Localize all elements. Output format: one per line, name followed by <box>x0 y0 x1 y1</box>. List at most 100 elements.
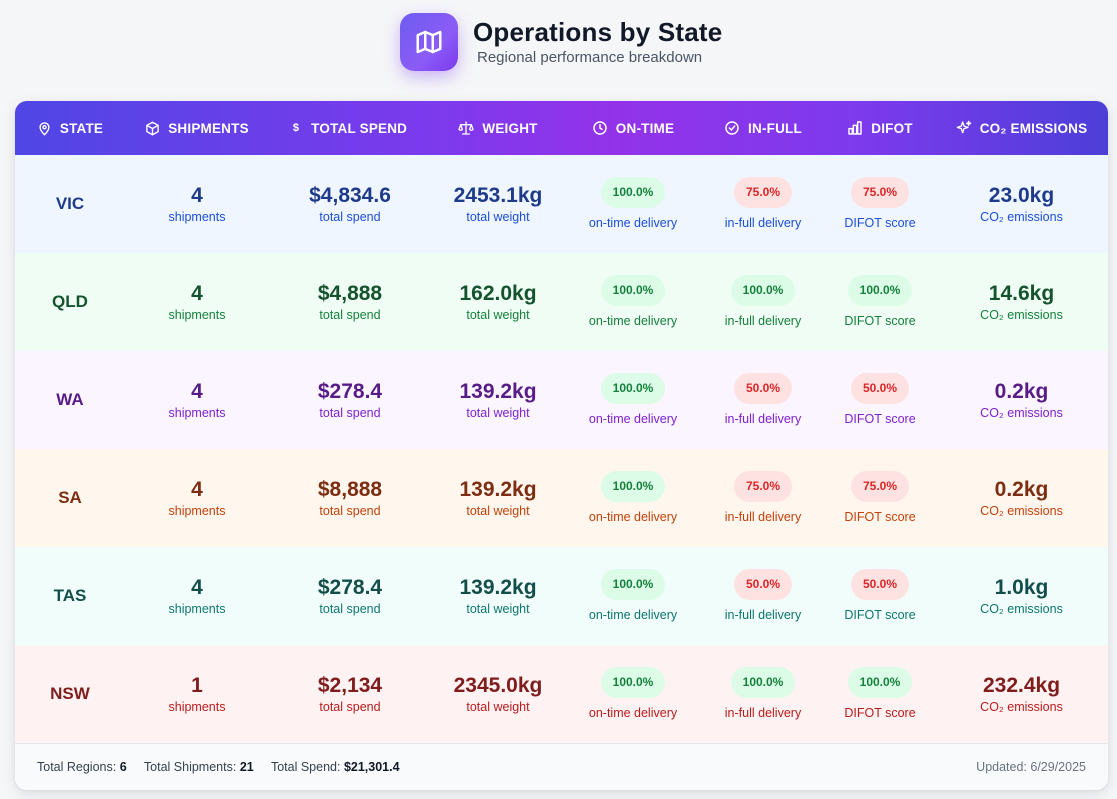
co2-label: CO₂ emissions <box>980 699 1063 714</box>
spend-label: total spend <box>319 307 381 322</box>
map-icon <box>400 13 458 71</box>
table-row[interactable]: NSW 1 shipments $2,134 total spend 2345.… <box>15 645 1108 743</box>
table-row[interactable]: SA 4 shipments $8,888 total spend 139.2k… <box>15 449 1108 547</box>
infull-badge: 75.0% <box>733 177 793 208</box>
state-cell: TAS <box>15 547 125 645</box>
difot-badge: 100.0% <box>847 667 913 698</box>
column-header-on-time[interactable]: ON-TIME <box>565 101 701 155</box>
weight-value: 139.2kg <box>459 477 537 501</box>
co2-cell: 0.2kg CO₂ emissions <box>935 449 1108 547</box>
table-row[interactable]: QLD 4 shipments $4,888 total spend 162.0… <box>15 253 1108 351</box>
total-regions: Total Regions: 6 <box>37 760 127 774</box>
infull-label: in-full delivery <box>724 216 802 230</box>
weight-value: 139.2kg <box>459 379 537 403</box>
shipments-value: 4 <box>191 477 203 501</box>
difot-label: DIFOT score <box>844 216 916 230</box>
spend-cell: $2,134 total spend <box>269 645 431 743</box>
shipments-label: shipments <box>168 307 226 322</box>
column-header-shipments[interactable]: SHIPMENTS <box>125 101 269 155</box>
weight-cell: 2453.1kg total weight <box>431 155 565 253</box>
infull-label: in-full delivery <box>724 314 802 328</box>
sparkles-icon <box>956 120 972 134</box>
spend-value: $2,134 <box>317 673 383 697</box>
spend-value: $4,834.6 <box>309 183 391 207</box>
difot-label: DIFOT score <box>844 608 916 622</box>
table-row[interactable]: TAS 4 shipments $278.4 total spend 139.2… <box>15 547 1108 645</box>
column-header-total-spend[interactable]: $ TOTAL SPEND <box>292 120 408 136</box>
ontime-badge: 100.0% <box>600 569 666 600</box>
ontime-badge: 100.0% <box>600 471 666 502</box>
column-header-in-full[interactable]: IN-FULL <box>701 101 825 155</box>
difot-cell: 75.0% DIFOT score <box>825 155 935 253</box>
scale-icon <box>458 121 475 135</box>
infull-badge: 50.0% <box>733 569 793 600</box>
shipments-value: 4 <box>191 379 203 403</box>
difot-cell: 100.0% DIFOT score <box>825 645 935 743</box>
co2-cell: 14.6kg CO₂ emissions <box>935 253 1108 351</box>
page-header: Operations by State Regional performance… <box>400 13 722 71</box>
shipments-label: shipments <box>168 503 226 518</box>
shipments-label: shipments <box>168 209 226 224</box>
spend-cell: $8,888 total spend <box>269 449 431 547</box>
state-name: SA <box>58 488 82 507</box>
shipments-cell: 1 shipments <box>125 645 269 743</box>
spend-label: total spend <box>319 209 381 224</box>
ontime-label: on-time delivery <box>588 510 678 524</box>
total-shipments: Total Shipments: 21 <box>143 760 254 774</box>
bar-chart-icon <box>848 121 862 135</box>
weight-label: total weight <box>466 699 530 714</box>
spend-cell: $4,834.6 total spend <box>269 155 431 253</box>
column-header-weight[interactable]: WEIGHT <box>431 101 565 155</box>
table-row[interactable]: WA 4 shipments $278.4 total spend 139.2k… <box>15 351 1108 449</box>
state-name: TAS <box>53 586 87 605</box>
co2-cell: 23.0kg CO₂ emissions <box>935 155 1108 253</box>
weight-value: 2453.1kg <box>453 183 543 207</box>
weight-label: total weight <box>466 601 530 616</box>
state-cell: WA <box>15 351 125 449</box>
column-header-difot[interactable]: DIFOT <box>825 101 935 155</box>
weight-label: total weight <box>466 405 530 420</box>
spend-value: $278.4 <box>317 379 383 403</box>
infull-cell: 50.0% in-full delivery <box>701 351 825 449</box>
co2-label: CO₂ emissions <box>980 503 1063 518</box>
state-cell: SA <box>15 449 125 547</box>
infull-label: in-full delivery <box>724 608 802 622</box>
weight-label: total weight <box>466 307 530 322</box>
infull-label: in-full delivery <box>724 510 802 524</box>
ontime-label: on-time delivery <box>588 216 678 230</box>
weight-label: total weight <box>466 503 530 518</box>
infull-badge: 50.0% <box>733 373 793 404</box>
weight-label: total weight <box>466 209 530 224</box>
spend-value: $278.4 <box>317 575 383 599</box>
spend-cell: $278.4 total spend <box>269 547 431 645</box>
infull-label: in-full delivery <box>724 706 802 720</box>
spend-cell: $278.4 total spend <box>269 351 431 449</box>
infull-cell: 50.0% in-full delivery <box>701 547 825 645</box>
difot-badge: 100.0% <box>847 275 913 306</box>
weight-value: 2345.0kg <box>453 673 543 697</box>
table-header: STATE SHIPMENTS $ TOTAL SPEND WEIGHT ON-… <box>15 101 1108 155</box>
ontime-cell: 100.0% on-time delivery <box>565 253 701 351</box>
state-name: NSW <box>50 684 90 703</box>
difot-badge: 75.0% <box>850 471 910 502</box>
state-table-card: STATE SHIPMENTS $ TOTAL SPEND WEIGHT ON-… <box>15 101 1108 790</box>
state-cell: NSW <box>15 645 125 743</box>
infull-label: in-full delivery <box>724 412 802 426</box>
total-spend: Total Spend: $21,301.4 <box>270 760 400 774</box>
spend-label: total spend <box>319 699 381 714</box>
table-row[interactable]: VIC 4 shipments $4,834.6 total spend 245… <box>15 155 1108 253</box>
ontime-badge: 100.0% <box>600 373 666 404</box>
difot-label: DIFOT score <box>844 314 916 328</box>
weight-value: 139.2kg <box>459 575 537 599</box>
column-header-co2-emissions[interactable]: CO₂ EMISSIONS <box>935 101 1108 155</box>
co2-label: CO₂ emissions <box>980 405 1063 420</box>
ontime-cell: 100.0% on-time delivery <box>565 547 701 645</box>
column-header-state[interactable]: STATE <box>15 101 125 155</box>
difot-cell: 50.0% DIFOT score <box>825 351 935 449</box>
shipments-value: 4 <box>191 281 203 305</box>
ontime-label: on-time delivery <box>588 608 678 622</box>
page-subtitle: Regional performance breakdown <box>477 49 703 66</box>
ontime-label: on-time delivery <box>588 412 678 426</box>
shipments-cell: 4 shipments <box>125 547 269 645</box>
shipments-label: shipments <box>168 699 226 714</box>
